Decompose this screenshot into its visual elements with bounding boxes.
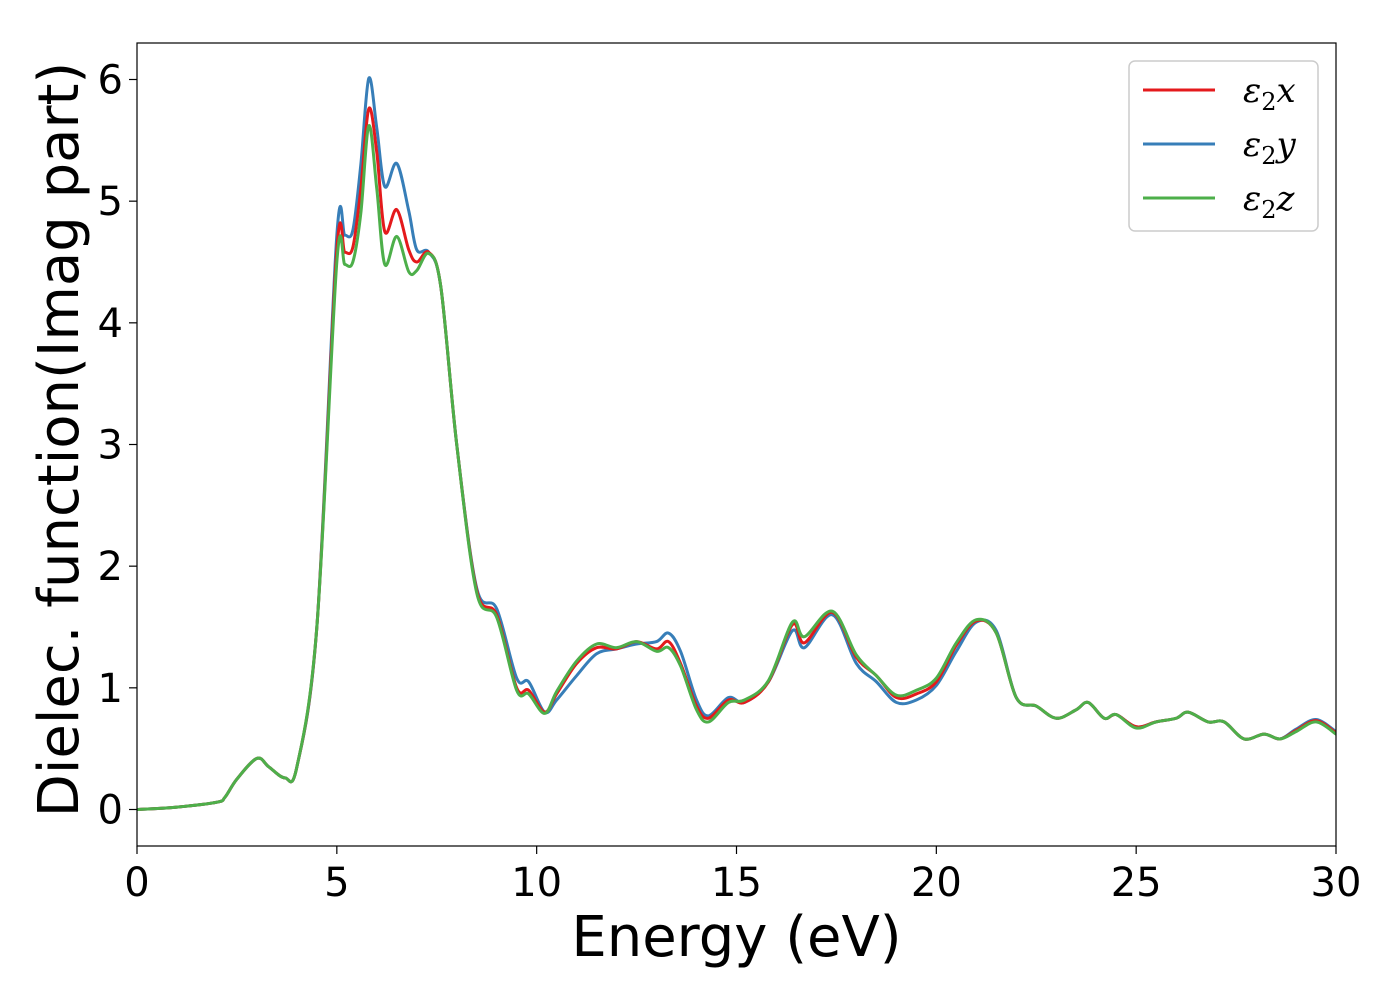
- legend-label: ε2z: [1243, 179, 1296, 224]
- series-line-ε2z: [137, 124, 1336, 811]
- x-tick-label: 5: [324, 860, 349, 906]
- x-tick-label: 25: [1111, 860, 1162, 906]
- x-tick-label: 30: [1311, 860, 1362, 906]
- x-tick-label: 20: [911, 860, 962, 906]
- y-axis-label: Dielec. function(Imag part): [27, 62, 92, 818]
- y-tick-label: 2: [98, 544, 123, 590]
- legend-label: ε2x: [1243, 71, 1296, 116]
- x-axis: 0 5 10 15 20 25 30: [124, 846, 1361, 906]
- series-layer: [137, 76, 1336, 811]
- legend-label: ε2y: [1243, 125, 1297, 170]
- y-tick-label: 3: [98, 423, 123, 469]
- y-tick-label: 6: [98, 58, 123, 104]
- y-tick-label: 5: [98, 179, 123, 225]
- legend: ε2x ε2y ε2z: [1128, 60, 1319, 232]
- x-tick-label: 0: [124, 860, 149, 906]
- x-tick-label: 10: [511, 860, 562, 906]
- y-tick-label: 4: [98, 301, 123, 347]
- x-tick-label: 15: [711, 860, 762, 906]
- y-axis: 0 1 2 3 4 5 6: [98, 58, 137, 834]
- legend-box: [1128, 60, 1319, 232]
- x-axis-label: Energy (eV): [571, 905, 901, 970]
- y-tick-label: 1: [98, 666, 123, 712]
- y-tick-label: 0: [98, 788, 123, 834]
